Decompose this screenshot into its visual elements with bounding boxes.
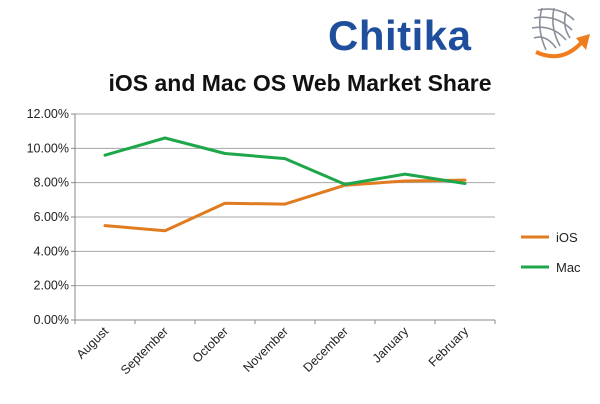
- axes: [71, 113, 496, 324]
- legend-label-mac: Mac: [556, 260, 581, 275]
- x-tick-label: October: [190, 324, 231, 365]
- y-tick-label: 2.00%: [34, 279, 69, 293]
- x-tick-label: February: [426, 324, 472, 370]
- legend: iOS Mac: [521, 230, 581, 275]
- x-tick-label: December: [300, 324, 351, 375]
- x-tick-label: November: [240, 324, 291, 375]
- series-line-mac: [103, 136, 467, 186]
- y-tick-label: 12.00%: [27, 107, 69, 121]
- y-axis-tick-labels: 0.00% 2.00% 4.00% 6.00% 8.00% 10.00% 12.00%: [27, 107, 69, 327]
- chitika-logo: Chitika: [328, 4, 600, 68]
- x-tick-label: September: [118, 324, 171, 377]
- gridlines: [75, 113, 495, 287]
- y-tick-label: 4.00%: [34, 244, 69, 258]
- series-line-ios: [103, 178, 467, 233]
- globe-arrow-icon: [531, 7, 590, 59]
- y-tick-label: 0.00%: [34, 313, 69, 327]
- x-tick-label: January: [370, 324, 412, 366]
- chart-title: iOS and Mac OS Web Market Share: [108, 70, 492, 96]
- y-tick-label: 6.00%: [34, 210, 69, 224]
- legend-label-ios: iOS: [556, 230, 578, 245]
- x-tick-label: August: [74, 324, 112, 362]
- y-tick-label: 8.00%: [34, 176, 69, 190]
- series-lines: [103, 136, 467, 233]
- x-axis-tick-labels: August September October November December Ja…: [74, 324, 472, 378]
- y-tick-label: 10.00%: [27, 141, 69, 155]
- logo-wordmark: Chitika: [328, 12, 472, 59]
